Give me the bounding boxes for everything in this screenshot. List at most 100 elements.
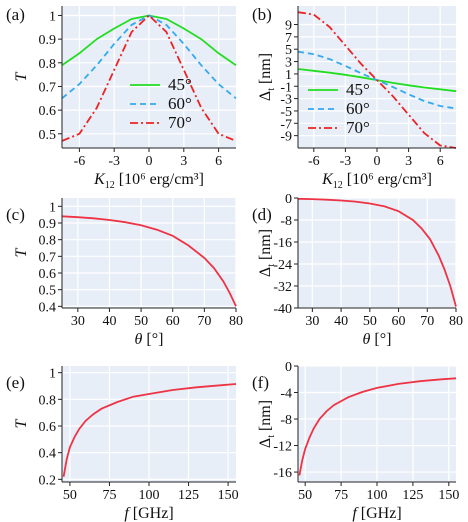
- y-axis-label: T: [13, 247, 30, 257]
- series-line-2: [297, 11, 457, 149]
- x-tick-label: 6: [437, 154, 444, 169]
- x-tick-label: 40: [102, 314, 116, 329]
- y-tick-label: 1: [285, 68, 292, 83]
- y-tick-label: 0.7: [39, 250, 57, 265]
- y-tick-label: 0: [285, 192, 292, 207]
- y-tick-label: 0.6: [39, 267, 57, 282]
- x-tick-label: 150: [218, 488, 239, 503]
- x-tick-label: 70: [420, 314, 434, 329]
- y-tick-label: 0.7: [39, 80, 57, 95]
- series-line: [62, 383, 237, 477]
- panel-f: 50 75 100 125 150 0 -4 -8 -12 -16 f [GHz] Δt [nm] (f…: [252, 360, 459, 522]
- x-axis-unit: [10⁶ erg/cm³]: [343, 171, 432, 188]
- legend-label: 45°: [346, 80, 370, 99]
- panel-label: (e): [6, 373, 25, 392]
- y-tick-label: -8: [280, 413, 292, 428]
- panel-e: 50 75 100 125 150 0.2 0.4 0.6 0.8 1 f [GHz] T (e): [6, 366, 239, 522]
- y-axis-label: T: [13, 418, 30, 428]
- series-line-2: [61, 14, 237, 142]
- y-tick-label: -5: [280, 105, 292, 120]
- panel-label: (b): [252, 5, 272, 24]
- y-tick-label: -16: [273, 236, 292, 251]
- x-axis-unit: [°]: [142, 331, 163, 348]
- x-axis-symbol: θ: [363, 331, 371, 348]
- y-axis-unit: [nm]: [257, 53, 274, 88]
- y-axis-symbol: Δ: [257, 267, 274, 277]
- x-tick-label: -3: [108, 154, 120, 169]
- x-tick-label: 50: [363, 314, 377, 329]
- y-tick-label: 0.6: [39, 104, 57, 119]
- x-tick-label: 0: [146, 154, 153, 169]
- x-tick-label: 6: [215, 154, 222, 169]
- legend-label: 60°: [346, 99, 370, 118]
- x-tick-label: 50: [134, 314, 148, 329]
- x-axis-unit: [°]: [370, 331, 391, 348]
- y-tick-label: 0.9: [39, 217, 57, 232]
- y-tick-label: 0.8: [39, 393, 57, 408]
- x-axis-subscript: 12: [105, 180, 115, 191]
- y-axis-subscript: t: [266, 264, 277, 267]
- legend-label: 45°: [168, 75, 192, 94]
- y-tick-label: 0.4: [39, 300, 57, 315]
- y-axis-symbol: T: [13, 418, 30, 428]
- x-tick-label: 75: [102, 488, 116, 503]
- y-tick-label: -40: [273, 302, 292, 317]
- legend-label: 70°: [168, 113, 192, 132]
- y-tick-label: 1: [49, 9, 56, 24]
- y-axis-unit: [nm]: [257, 229, 274, 264]
- y-tick-label: -16: [273, 466, 292, 481]
- x-axis-symbol: f: [124, 505, 131, 522]
- panel-label: (f): [252, 373, 269, 392]
- panel-d: 30 40 50 60 70 80 0 -8 -16 -24 -32 -40 θ [°] Δt [nm] (…: [252, 192, 463, 348]
- y-tick-label: -9: [280, 130, 292, 145]
- y-axis-subscript: t: [266, 435, 277, 438]
- y-tick-label: 0.6: [39, 420, 57, 435]
- x-axis-label: K12 [10⁶ erg/cm³]: [93, 171, 204, 191]
- y-tick-label: -24: [273, 258, 292, 273]
- panel-label: (d): [252, 205, 272, 224]
- x-tick-label: 40: [334, 314, 348, 329]
- x-axis-label: θ [°]: [135, 331, 164, 348]
- x-axis-label: K12 [10⁶ erg/cm³]: [321, 171, 432, 191]
- y-axis-subscript: t: [266, 88, 277, 91]
- x-axis-subscript: 12: [333, 180, 343, 191]
- x-axis-label: θ [°]: [363, 331, 392, 348]
- y-tick-label: 0.2: [39, 473, 57, 488]
- x-tick-label: 100: [139, 488, 160, 503]
- panel-label: (a): [6, 5, 25, 24]
- y-tick-label: -8: [280, 214, 292, 229]
- x-tick-label: 50: [63, 488, 77, 503]
- legend: 45°60°70°: [130, 75, 192, 132]
- x-tick-label: -6: [74, 154, 86, 169]
- y-tick-label: 0.8: [39, 234, 57, 249]
- x-tick-label: 3: [180, 154, 187, 169]
- x-axis-label: f [GHz]: [352, 505, 401, 522]
- x-tick-label: 60: [392, 314, 406, 329]
- panel-label: (c): [6, 205, 25, 224]
- x-axis-label: f [GHz]: [124, 505, 173, 522]
- plot-area: [62, 198, 236, 308]
- x-tick-label: 0: [374, 154, 381, 169]
- y-axis-symbol: T: [13, 247, 30, 257]
- y-tick-label: 0.5: [39, 128, 57, 143]
- series-line: [297, 197, 457, 307]
- y-tick-label: 5: [285, 43, 292, 58]
- y-axis-label: Δt [nm]: [257, 229, 277, 277]
- y-axis-symbol: T: [13, 71, 30, 81]
- legend-label: 70°: [346, 118, 370, 137]
- plot-area: [298, 198, 456, 308]
- y-tick-label: 1: [49, 200, 56, 215]
- x-tick-label: 125: [402, 488, 423, 503]
- x-tick-label: 3: [405, 154, 412, 169]
- y-tick-label: 9: [285, 19, 292, 34]
- y-tick-label: -12: [273, 440, 292, 455]
- y-axis-unit: [nm]: [257, 400, 274, 435]
- y-tick-label: -1: [280, 80, 292, 95]
- x-tick-label: 100: [367, 488, 388, 503]
- y-axis-label: Δt [nm]: [257, 53, 277, 101]
- y-tick-label: 0.4: [39, 447, 57, 462]
- y-axis-label: T: [13, 71, 30, 81]
- y-tick-label: -32: [273, 280, 292, 295]
